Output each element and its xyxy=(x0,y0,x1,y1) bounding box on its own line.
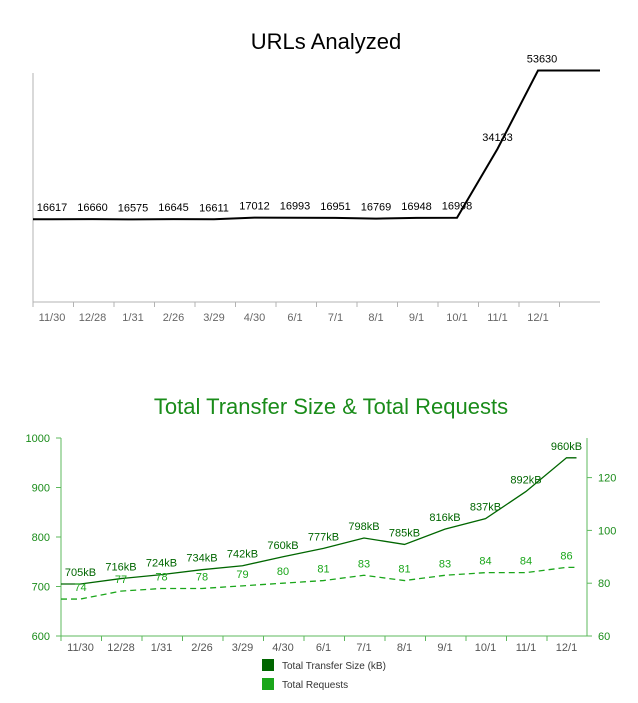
total-requests-label: 81 xyxy=(398,564,410,576)
data-label: 16951 xyxy=(320,201,351,213)
x-tick-label: 9/1 xyxy=(437,642,452,654)
total-requests-label: 81 xyxy=(317,564,329,576)
data-labels: 705kB 716kB 724kB 734kB 742kB 760kB 777kB 798kB… xyxy=(65,441,582,594)
transfer-size-label: 960kB xyxy=(551,441,582,453)
x-tick-label: 4/30 xyxy=(244,312,265,324)
x-tick-label: 9/1 xyxy=(409,312,424,324)
y-right-tick-label: 120 xyxy=(598,473,616,485)
x-tick-label: 12/1 xyxy=(527,312,548,324)
legend-label-total-requests: Total Requests xyxy=(282,680,348,691)
data-label: 53630 xyxy=(527,54,558,66)
series-lines xyxy=(61,457,577,600)
data-label: 16993 xyxy=(280,201,311,213)
legend-swatch-transfer-size xyxy=(262,659,274,671)
y-left-tick-label: 800 xyxy=(32,532,50,544)
x-tick-label: 6/1 xyxy=(316,642,331,654)
data-label: 16575 xyxy=(118,202,149,214)
data-label: 16660 xyxy=(77,202,108,214)
total-requests-label: 74 xyxy=(74,582,86,594)
transfer-size-label: 734kB xyxy=(186,553,217,565)
y-right-tick-labels: 60 80 100 120 xyxy=(587,473,616,643)
total-requests-label: 84 xyxy=(520,556,532,568)
x-tick-label: 1/31 xyxy=(122,312,143,324)
transfer-size-label: 777kB xyxy=(308,531,339,543)
transfer-size-line xyxy=(61,457,577,585)
transfer-size-requests-chart: Total Transfer Size & Total Requests 600… xyxy=(26,394,617,691)
x-tick-label: 4/30 xyxy=(272,642,293,654)
chart-title: Total Transfer Size & Total Requests xyxy=(154,394,508,419)
total-requests-label: 86 xyxy=(560,550,572,562)
x-tick-marks xyxy=(60,636,548,641)
total-requests-label: 83 xyxy=(358,558,370,570)
y-left-tick-label: 700 xyxy=(32,582,50,594)
x-tick-label: 1/31 xyxy=(151,642,172,654)
x-tick-label: 7/1 xyxy=(328,312,343,324)
y-right-tick-label: 80 xyxy=(598,578,610,590)
x-tick-label: 3/29 xyxy=(232,642,253,654)
x-tick-label: 6/1 xyxy=(287,312,302,324)
x-tick-label: 12/28 xyxy=(107,642,135,654)
data-label: 16998 xyxy=(442,201,473,213)
x-tick-label: 12/28 xyxy=(79,312,107,324)
transfer-size-label: 716kB xyxy=(105,562,136,574)
total-requests-label: 79 xyxy=(236,569,248,581)
x-tick-label: 2/26 xyxy=(191,642,212,654)
transfer-size-label: 837kB xyxy=(470,502,501,514)
series-line xyxy=(33,69,600,221)
legend-swatch-total-requests xyxy=(262,678,274,690)
y-right-tick-label: 100 xyxy=(598,525,616,537)
x-tick-label: 11/1 xyxy=(487,312,508,324)
transfer-size-label: 724kB xyxy=(146,558,177,570)
x-tick-label: 11/30 xyxy=(39,312,66,324)
transfer-size-label: 705kB xyxy=(65,567,96,579)
x-tick-labels: 11/30 12/28 1/31 2/26 3/29 4/30 6/1 7/1 8/1 9/1 10… xyxy=(39,312,549,324)
x-tick-marks xyxy=(32,302,560,307)
transfer-size-label: 798kB xyxy=(348,521,379,533)
x-tick-label: 2/26 xyxy=(163,312,184,324)
total-requests-label: 84 xyxy=(479,556,491,568)
total-requests-label: 77 xyxy=(115,574,127,586)
data-label: 17012 xyxy=(239,201,270,213)
x-tick-label: 10/1 xyxy=(446,312,467,324)
y-right-tick-label: 60 xyxy=(598,631,610,643)
transfer-size-label: 742kB xyxy=(227,549,258,561)
transfer-size-label: 785kB xyxy=(389,527,420,539)
data-label: 16617 xyxy=(37,202,68,214)
total-requests-label: 78 xyxy=(155,571,167,583)
data-labels: 16617 16660 16575 16645 16611 17012 16993 16951… xyxy=(37,54,558,215)
x-tick-label: 12/1 xyxy=(556,642,577,654)
x-tick-label: 8/1 xyxy=(397,642,412,654)
data-label: 16769 xyxy=(361,202,392,214)
x-tick-label: 7/1 xyxy=(356,642,371,654)
transfer-size-label: 760kB xyxy=(267,540,298,552)
x-tick-label: 11/30 xyxy=(67,642,94,654)
total-requests-label: 83 xyxy=(439,558,451,570)
x-tick-labels: 11/30 12/28 1/31 2/26 3/29 4/30 6/1 7/1 8/1 9/1 10… xyxy=(67,642,577,654)
transfer-size-label: 816kB xyxy=(429,512,460,524)
y-left-tick-label: 1000 xyxy=(26,433,50,445)
data-label: 16948 xyxy=(401,201,432,213)
x-tick-label: 10/1 xyxy=(475,642,496,654)
legend-label-transfer-size: Total Transfer Size (kB) xyxy=(282,661,386,672)
legend: Total Transfer Size (kB) Total Requests xyxy=(262,659,386,691)
y-left-tick-label: 600 xyxy=(32,631,50,643)
data-label: 16611 xyxy=(199,202,229,214)
x-tick-label: 8/1 xyxy=(368,312,383,324)
x-tick-label: 11/1 xyxy=(516,642,537,654)
chart-title: URLs Analyzed xyxy=(251,29,401,54)
transfer-size-label: 892kB xyxy=(510,474,541,486)
y-left-tick-labels: 600 700 800 900 1000 xyxy=(26,433,61,643)
urls-analyzed-chart: URLs Analyzed 11/30 12/28 1/31 2/26 3/29 4/30… xyxy=(32,29,600,324)
data-label: 34133 xyxy=(482,132,513,144)
data-label: 16645 xyxy=(158,202,189,214)
total-requests-line xyxy=(61,566,577,600)
x-tick-label: 3/29 xyxy=(203,312,224,324)
urls-series-line xyxy=(33,69,600,221)
total-requests-label: 78 xyxy=(196,571,208,583)
total-requests-label: 80 xyxy=(277,566,289,578)
y-left-tick-label: 900 xyxy=(32,483,50,495)
